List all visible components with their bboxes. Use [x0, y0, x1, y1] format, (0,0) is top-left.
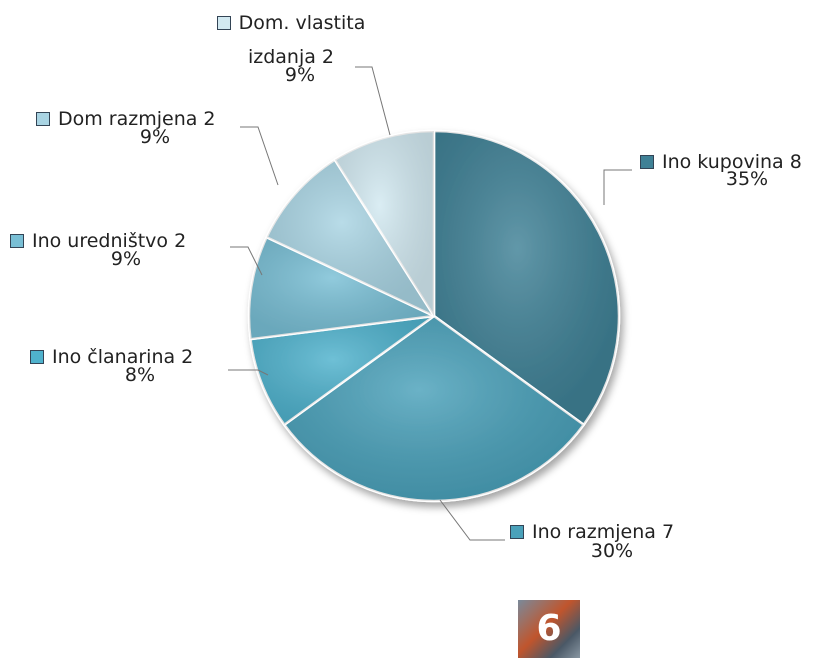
value-label: 30%: [591, 540, 633, 562]
category-label: Dom. vlastita izdanja 2: [239, 12, 366, 68]
chart: [0, 0, 828, 661]
badge: 6: [518, 600, 580, 658]
pie: [249, 131, 619, 501]
leader-line: [604, 170, 632, 205]
leader-line: [440, 500, 505, 540]
page: 6 (() => { const data = JSON.parse(docum…: [0, 0, 828, 661]
value-label: 9%: [285, 64, 315, 86]
category-label: Ino uredništvo 2: [32, 230, 186, 252]
legend-marker: [217, 16, 231, 30]
legend-marker: [510, 525, 524, 539]
legend-marker: [36, 112, 50, 126]
legend-marker: [30, 350, 44, 364]
value-label: 9%: [111, 248, 141, 270]
category-label: Ino članarina 2: [52, 346, 193, 368]
value-label: 8%: [125, 364, 155, 386]
legend-marker: [10, 234, 24, 248]
category-label: Dom razmjena 2: [58, 108, 216, 130]
value-label: 9%: [140, 126, 170, 148]
value-label: 35%: [726, 168, 768, 190]
legend-marker: [640, 155, 654, 169]
leader-line: [355, 67, 390, 135]
